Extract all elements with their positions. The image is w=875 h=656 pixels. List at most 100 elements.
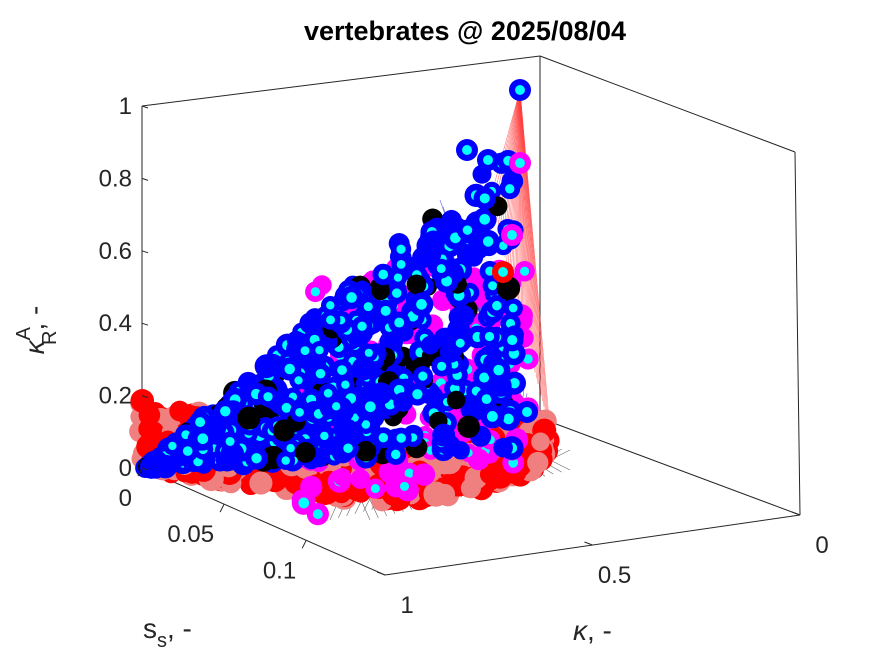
s-tick-mark [301, 540, 307, 549]
point-inner [507, 335, 518, 346]
point-inner [281, 456, 290, 465]
point-inner [437, 361, 447, 371]
point-inner [225, 436, 235, 446]
blue-point [272, 419, 295, 442]
z-tick-label: 0.8 [99, 165, 132, 192]
point-inner [519, 266, 530, 276]
k-tick-label: 1 [400, 592, 413, 619]
point-fill [446, 390, 466, 410]
magenta-point [291, 490, 316, 515]
magenta-point [412, 463, 436, 486]
blue-point [390, 427, 412, 449]
blue-point [289, 371, 308, 390]
point-inner [363, 302, 373, 312]
point-inner [436, 264, 446, 274]
blue-point [339, 285, 364, 310]
point-inner [462, 225, 473, 235]
point-inner [488, 281, 498, 291]
blue-point [213, 399, 237, 423]
blue-point [257, 386, 279, 407]
z-tick-mark [141, 177, 149, 181]
blue-point [499, 178, 521, 200]
point-inner [394, 317, 405, 328]
magenta-point [333, 468, 352, 487]
scatter-points [129, 79, 560, 526]
blue-point [372, 427, 394, 449]
blue-point [320, 309, 341, 330]
blue-point [406, 382, 429, 406]
blue-point [371, 281, 390, 301]
point-inner [462, 145, 472, 155]
blue-point [412, 365, 434, 387]
point-fill [460, 478, 481, 499]
z-tick-label: 0.2 [99, 383, 132, 410]
point-inner [365, 401, 376, 413]
point-inner [492, 300, 502, 311]
point-fill [299, 312, 321, 334]
point-inner [357, 321, 367, 331]
blue-point [457, 415, 480, 439]
point-inner [341, 380, 350, 389]
point-inner [326, 301, 335, 310]
blue-point [500, 328, 524, 352]
point-inner [295, 407, 304, 417]
box-edge [141, 55, 541, 107]
point-inner [378, 269, 389, 280]
point-inner [182, 446, 193, 456]
k-tick-label: 0 [815, 532, 828, 559]
z-tick-mark [141, 322, 149, 326]
blue-point [289, 402, 310, 423]
blue-point [309, 363, 332, 385]
point-inner [416, 299, 427, 310]
point-inner [310, 287, 320, 297]
k-axis-label: κ, - [573, 615, 612, 646]
point-inner [483, 155, 493, 165]
red-point [479, 464, 500, 485]
point-inner [396, 259, 406, 269]
point-fill [412, 246, 434, 269]
z-tick-label: 1 [119, 93, 132, 120]
blue-point [479, 326, 500, 347]
blue-point [409, 292, 434, 317]
blue-point [139, 455, 163, 479]
point-inner [361, 420, 371, 429]
blue-point [254, 354, 279, 379]
blue-point [351, 356, 376, 381]
blue-point [472, 207, 497, 232]
point-inner [300, 346, 310, 356]
point-fill [272, 419, 295, 442]
point-fill [424, 386, 444, 406]
blue-point [295, 340, 315, 361]
point-inner [323, 388, 333, 398]
z-tick-label: 0 [119, 455, 132, 482]
point-inner [392, 288, 402, 298]
point-inner [508, 303, 518, 313]
k-tick-mark [791, 511, 801, 516]
blue-point [431, 258, 452, 279]
point-inner [486, 411, 498, 422]
s-tick-mark [137, 467, 143, 477]
z-tick-mark [141, 395, 149, 399]
point-fill [378, 460, 402, 484]
red-point [460, 478, 481, 499]
point-fill [333, 417, 356, 440]
point-fill [531, 432, 550, 452]
blue-point [386, 282, 408, 304]
point-inner [479, 372, 490, 383]
blue-point [276, 451, 296, 471]
point-inner [503, 413, 514, 425]
blue-point [385, 443, 407, 465]
red-point [527, 451, 549, 474]
blue-point [333, 417, 356, 440]
magenta-point [394, 476, 415, 497]
point-fill [351, 356, 376, 381]
z-tick-mark [141, 250, 149, 254]
point-fill [420, 335, 440, 355]
point-inner [298, 497, 310, 509]
point-inner [484, 331, 495, 342]
red-mesh-line [519, 89, 551, 431]
point-inner [197, 433, 209, 445]
blue-point [220, 431, 241, 452]
s-tick-label: 0.05 [167, 521, 214, 548]
blue-point [358, 394, 383, 419]
